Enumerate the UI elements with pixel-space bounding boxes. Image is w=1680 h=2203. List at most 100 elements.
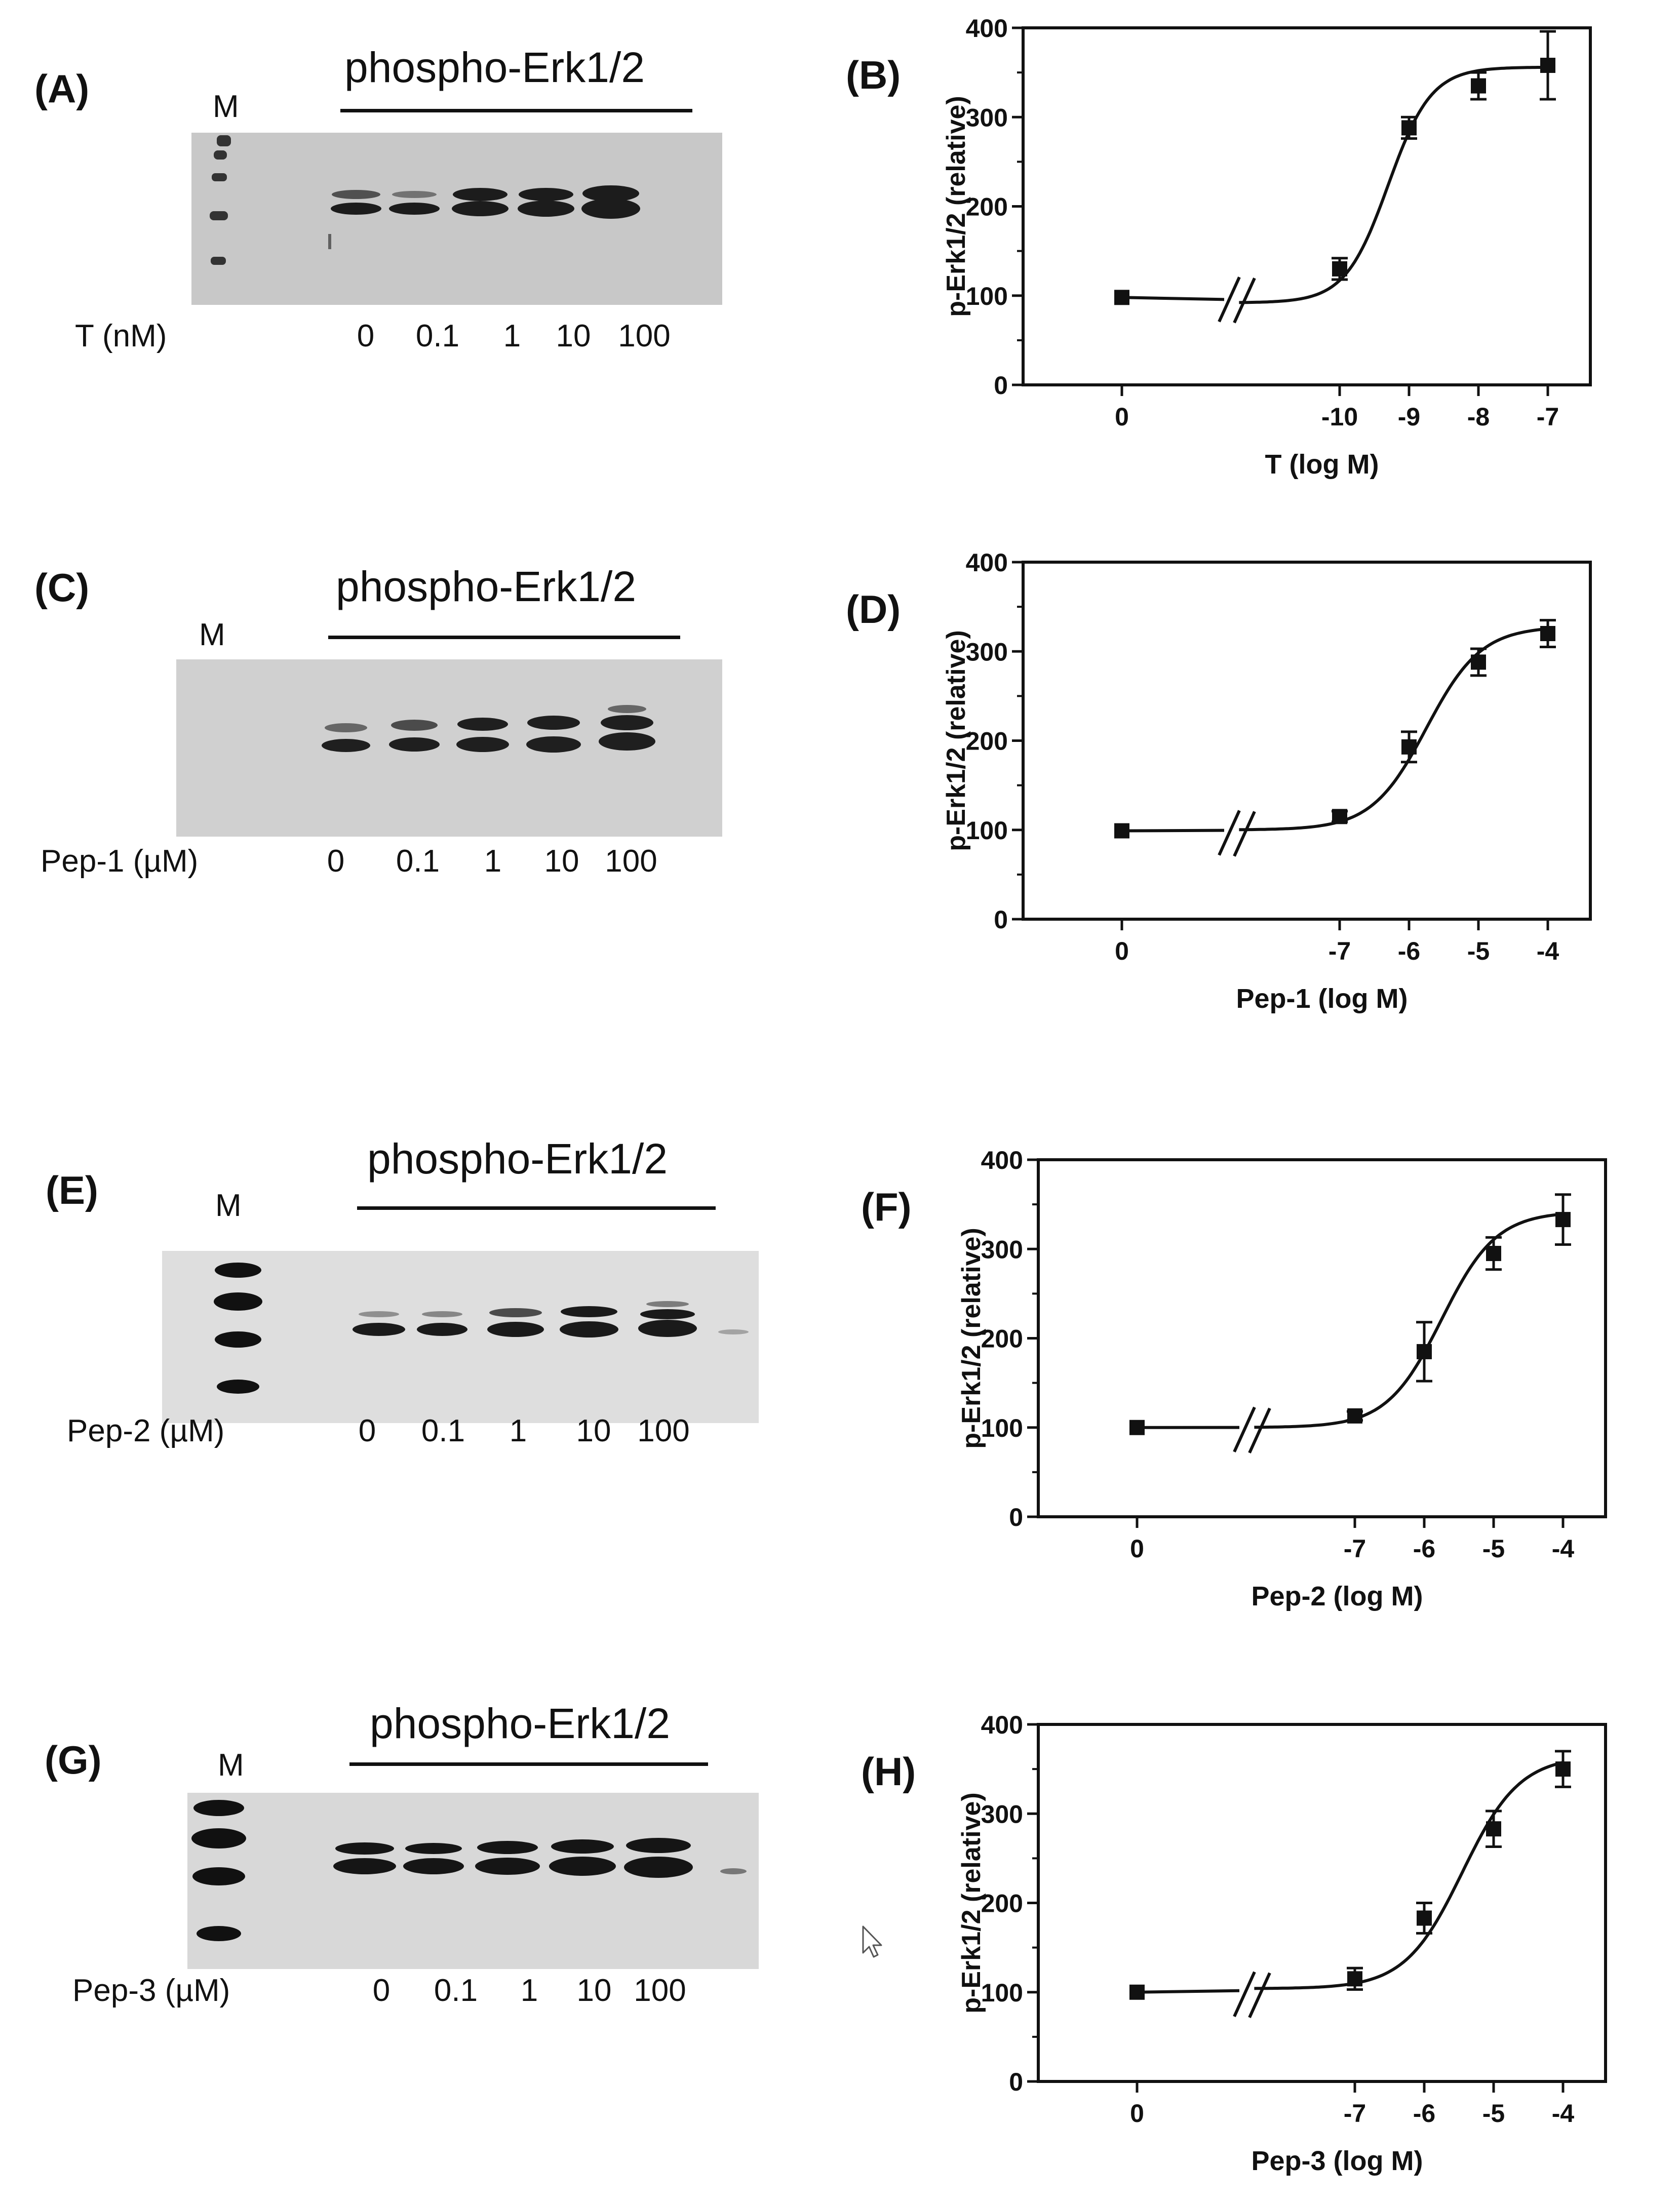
dose-label-g: Pep-3 (µM) <box>72 1973 230 2009</box>
y-tick-label: 400 <box>981 1711 1023 1739</box>
lane-label-g-0: 0 <box>373 1973 390 2009</box>
x-tick-label: -4 <box>1552 1535 1575 1563</box>
data-point <box>1332 809 1347 824</box>
blot-title-g: phospho-Erk1/2 <box>370 1699 670 1748</box>
data-point-control <box>1114 290 1129 305</box>
y-tick-label: 400 <box>966 14 1008 43</box>
lane-label-g-3: 10 <box>577 1973 612 2009</box>
x-axis-title: Pep-3 (log M) <box>1252 2146 1423 2176</box>
y-tick-label: 400 <box>981 1146 1023 1174</box>
plot-frame <box>1023 28 1590 385</box>
panel-letter: (B) <box>846 53 901 97</box>
y-axis-title: p-Erk1/2 (relative) <box>957 1792 986 2013</box>
y-tick-label: 0 <box>1009 2068 1023 2096</box>
marker-label-c: M <box>199 617 225 653</box>
marker-label-a: M <box>213 89 239 125</box>
data-point <box>1417 1344 1432 1359</box>
lane-label-e-1: 0.1 <box>421 1413 465 1449</box>
data-point <box>1347 1408 1362 1424</box>
blot-title-rule-a <box>340 109 692 112</box>
lane-label-e-0: 0 <box>359 1413 376 1449</box>
y-tick-label: 400 <box>966 548 1008 577</box>
y-tick-label: 300 <box>981 1235 1023 1264</box>
fit-curve <box>1254 1214 1563 1427</box>
x-tick-label: -6 <box>1398 937 1420 965</box>
data-point <box>1332 261 1347 277</box>
x-tick-label: -8 <box>1467 403 1490 431</box>
x-axis-title: T (log M) <box>1265 449 1379 480</box>
plot-frame <box>1038 1160 1606 1517</box>
control-line <box>1122 297 1224 299</box>
lane-label-a-0: 0 <box>357 318 374 354</box>
data-point <box>1471 78 1486 94</box>
data-point <box>1347 1971 1362 1986</box>
control-line <box>1137 1991 1239 1992</box>
x-tick-label: 0 <box>1130 1535 1144 1563</box>
data-point <box>1471 654 1486 670</box>
x-tick-label: -7 <box>1344 1535 1366 1563</box>
blot-title-rule-c <box>328 636 680 639</box>
y-tick-label: 100 <box>966 816 1008 845</box>
data-point <box>1555 1761 1571 1777</box>
data-point <box>1486 1821 1501 1836</box>
x-axis-title: Pep-2 (log M) <box>1252 1581 1423 1611</box>
y-axis-title: p-Erk1/2 (relative) <box>957 1228 986 1448</box>
data-point <box>1401 120 1417 135</box>
blot-title-a: phospho-Erk1/2 <box>344 43 645 92</box>
y-tick-label: 0 <box>994 371 1008 400</box>
western-blot-image-c <box>176 659 722 837</box>
x-tick-label: -4 <box>1552 2099 1575 2128</box>
x-tick-label: -5 <box>1482 1535 1505 1563</box>
data-point <box>1486 1246 1501 1261</box>
y-tick-label: 200 <box>966 193 1008 221</box>
lane-label-c-2: 1 <box>484 843 501 879</box>
data-point-control <box>1129 1985 1145 2000</box>
lane-label-c-0: 0 <box>327 843 344 879</box>
x-tick-label: -10 <box>1321 403 1358 431</box>
x-tick-label: 0 <box>1115 403 1129 431</box>
y-axis-title: p-Erk1/2 (relative) <box>942 630 971 851</box>
fit-curve <box>1239 67 1548 303</box>
fit-curve <box>1254 1762 1563 1988</box>
lane-label-a-4: 100 <box>618 318 670 354</box>
y-tick-label: 200 <box>981 1890 1023 1918</box>
lane-label-c-3: 10 <box>544 843 579 879</box>
blot-title-rule-g <box>349 1762 708 1766</box>
panel-letter-a: (A) <box>34 66 89 112</box>
lane-label-a-1: 0.1 <box>416 318 459 354</box>
y-tick-label: 200 <box>981 1325 1023 1353</box>
dose-label-e: Pep-2 (µM) <box>67 1413 224 1449</box>
y-tick-label: 300 <box>966 638 1008 666</box>
lane-label-c-1: 0.1 <box>396 843 440 879</box>
y-tick-label: 300 <box>981 1800 1023 1828</box>
panel-letter: (D) <box>846 587 901 632</box>
lane-label-e-3: 10 <box>576 1413 611 1449</box>
fit-curve <box>1239 629 1548 830</box>
western-blot-image-a <box>191 133 722 305</box>
data-point <box>1540 58 1555 73</box>
x-tick-label: -5 <box>1482 2099 1505 2128</box>
plot-frame <box>1038 1724 1606 2081</box>
y-tick-label: 100 <box>981 1979 1023 2007</box>
panel-letter-c: (C) <box>34 565 89 611</box>
y-tick-label: 300 <box>966 103 1008 132</box>
y-tick-label: 0 <box>1009 1503 1023 1531</box>
data-point <box>1555 1212 1571 1227</box>
x-tick-label: 0 <box>1130 2099 1144 2128</box>
x-tick-label: -5 <box>1467 937 1490 965</box>
blot-title-c: phospho-Erk1/2 <box>336 562 636 611</box>
lane-label-g-1: 0.1 <box>434 1973 478 2009</box>
lane-label-a-3: 10 <box>556 318 591 354</box>
x-tick-label: -6 <box>1413 2099 1435 2128</box>
lane-label-g-2: 1 <box>521 1973 538 2009</box>
lane-label-e-2: 1 <box>510 1413 527 1449</box>
plot-frame <box>1023 562 1590 919</box>
dose-label-c: Pep-1 (µM) <box>41 843 198 879</box>
panel-letter: (F) <box>861 1185 912 1229</box>
y-tick-label: 0 <box>994 906 1008 934</box>
x-tick-label: -7 <box>1344 2099 1366 2128</box>
blot-title-e: phospho-Erk1/2 <box>367 1134 668 1184</box>
